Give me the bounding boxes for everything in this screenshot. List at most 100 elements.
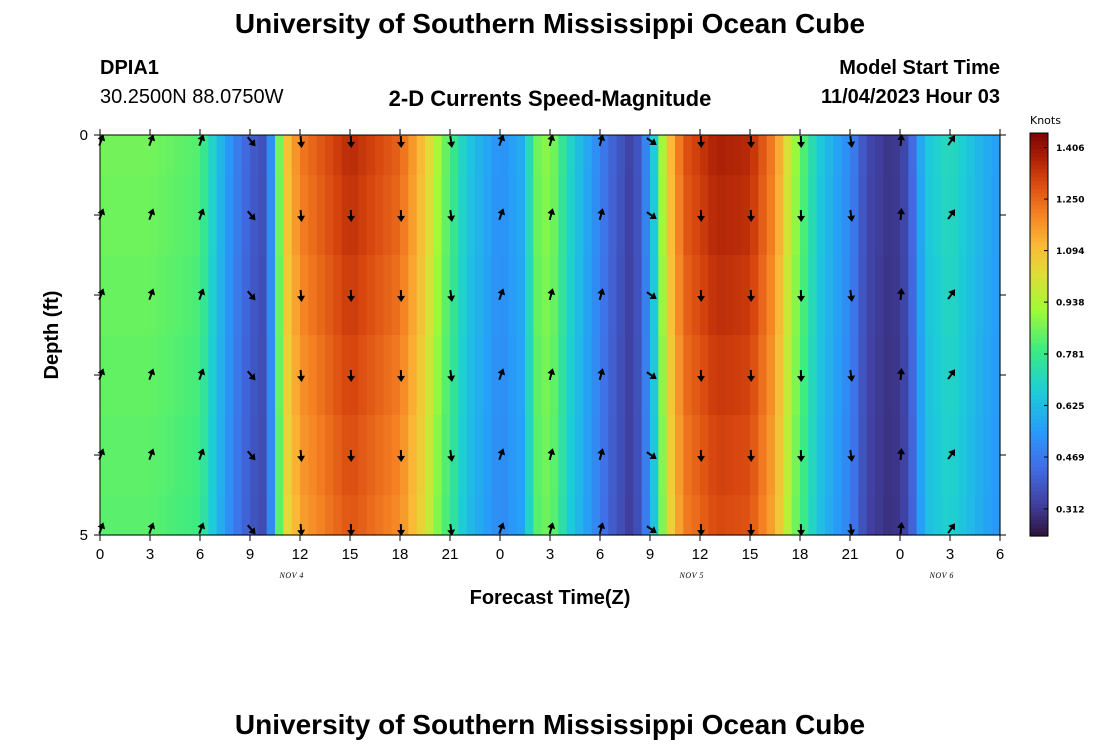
colorbar-segment <box>1030 161 1048 166</box>
heatmap-cell <box>725 255 734 336</box>
heatmap-cell <box>583 335 593 416</box>
heatmap-cell <box>425 415 434 496</box>
colorbar-segment <box>1030 201 1048 207</box>
x-tick-label: 0 <box>496 546 504 563</box>
heatmap-cell <box>391 415 401 496</box>
heatmap-cell <box>100 255 109 336</box>
heatmap-cell <box>341 135 351 176</box>
current-arrow <box>597 208 606 221</box>
heatmap-cell <box>233 495 243 536</box>
heatmap-cell <box>733 415 743 496</box>
heatmap-cell <box>516 495 526 536</box>
heatmap-cell <box>325 335 334 416</box>
current-arrow <box>297 449 306 462</box>
heatmap-cell <box>483 415 493 496</box>
current-arrow <box>347 449 356 462</box>
heatmap-cell <box>883 335 893 416</box>
heatmap-cell <box>991 495 1001 536</box>
heatmap-cell <box>350 175 359 256</box>
heatmap-cell <box>858 175 868 256</box>
current-arrow <box>447 289 456 302</box>
heatmap-cell <box>958 335 968 416</box>
heatmap-cell <box>933 335 943 416</box>
heatmap-cell <box>416 175 426 256</box>
bottom-title: University of Southern Mississippi Ocean… <box>234 709 866 740</box>
heatmap-cell <box>541 495 551 536</box>
heatmap-cell <box>858 255 868 336</box>
heatmap-cell <box>191 335 201 416</box>
colorbar-segment <box>1030 451 1048 456</box>
heatmap-cell <box>891 415 901 496</box>
heatmap-cell <box>391 175 401 256</box>
heatmap-cell <box>700 495 709 536</box>
heatmap-cell <box>375 335 384 416</box>
heatmap-cell <box>775 415 784 496</box>
heatmap-cell <box>158 415 168 496</box>
heatmap-cell <box>683 495 693 536</box>
heatmap-cell <box>375 495 384 536</box>
current-arrow <box>197 288 206 301</box>
heatmap-cell <box>225 495 234 536</box>
colorbar-segment <box>1030 342 1048 348</box>
heatmap-cell <box>133 175 143 256</box>
heatmap-cell <box>766 415 776 496</box>
colorbar-segment <box>1030 253 1048 259</box>
heatmap-cell <box>200 175 209 256</box>
heatmap-cell <box>225 335 234 416</box>
heatmap-cell <box>816 335 826 416</box>
colorbar-segment <box>1030 229 1048 235</box>
current-arrow <box>947 289 956 300</box>
colorbar-segment <box>1030 407 1048 412</box>
heatmap-cell <box>183 175 193 256</box>
heatmap-cell <box>333 255 343 336</box>
heatmap-cell <box>658 135 668 176</box>
heatmap-cell <box>625 335 634 416</box>
heatmap-cell <box>941 255 951 336</box>
page-title: University of Southern Mississippi Ocean… <box>234 8 866 39</box>
heatmap-cell <box>408 175 418 256</box>
heatmap-cell <box>875 415 884 496</box>
heatmap-cell <box>833 495 843 536</box>
heatmap-cell <box>700 255 709 336</box>
heatmap-cell <box>600 335 609 416</box>
heatmap-cell <box>775 495 784 536</box>
heatmap-cell <box>133 415 143 496</box>
current-arrow <box>847 523 856 536</box>
heatmap-cell <box>866 255 876 336</box>
heatmap-cell <box>866 175 876 256</box>
heatmap-cell <box>383 415 393 496</box>
heatmap-cell <box>350 495 359 536</box>
heatmap-cell <box>441 415 451 496</box>
heatmap-cell <box>966 175 976 256</box>
heatmap-cell <box>800 175 809 256</box>
heatmap-cell <box>908 255 918 336</box>
current-arrow <box>797 369 806 382</box>
current-arrow <box>646 525 657 534</box>
current-arrow <box>347 289 356 302</box>
colorbar-segment <box>1030 169 1048 174</box>
heatmap-cell <box>450 415 459 496</box>
current-arrow <box>447 523 456 536</box>
heatmap-cell <box>791 255 801 336</box>
heatmap-cell <box>208 335 218 416</box>
heatmap-cell <box>575 415 584 496</box>
heatmap-cell <box>491 175 501 256</box>
heatmap-cell <box>266 415 276 496</box>
heatmap-cell <box>100 335 109 416</box>
heatmap-cell <box>358 495 368 536</box>
heatmap-cell <box>908 135 918 176</box>
heatmap-cell <box>883 255 893 336</box>
current-arrow <box>547 208 556 221</box>
heatmap-cell <box>650 495 659 536</box>
heatmap-cell <box>633 335 643 416</box>
heatmap-cell <box>425 495 434 536</box>
colorbar-segment <box>1030 217 1048 223</box>
heatmap-cell <box>633 415 643 496</box>
heatmap-cell <box>841 255 851 336</box>
heatmap-cell <box>750 135 759 176</box>
heatmap-cell <box>741 135 751 176</box>
colorbar-segment <box>1030 270 1048 275</box>
heatmap-cell <box>283 495 293 536</box>
heatmap-cell <box>108 415 118 496</box>
heatmap-cell <box>666 175 676 256</box>
